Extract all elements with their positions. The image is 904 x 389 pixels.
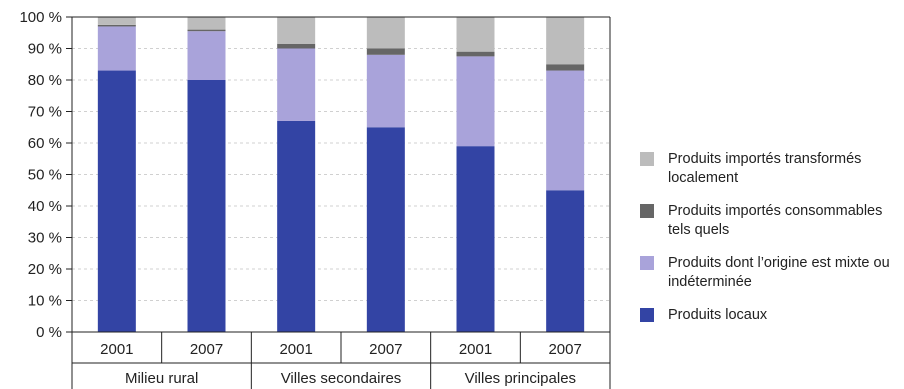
legend-label: Produits dont l’origine est mixte ou ind…	[668, 255, 890, 290]
legend-label: Produits importés transformés localement	[668, 151, 862, 186]
legend-label: Produits importés consommables tels quel…	[668, 203, 883, 238]
category-label: 2001	[100, 341, 133, 358]
legend-swatch	[640, 152, 654, 166]
y-tick-label: 30 %	[28, 230, 62, 247]
y-axis-tick-labels: 0 % 10 % 20 % 30 % 40 % 50 % 60 % 70 % 80 % 90 % 1…	[19, 9, 62, 341]
y-tick-label: 20 %	[28, 261, 62, 278]
legend-item: Produits importés consommables tels quel…	[640, 202, 904, 240]
y-tick-label: 90 %	[28, 41, 62, 58]
bar-segment-1	[277, 120, 316, 332]
bar-segment-1	[366, 127, 405, 332]
bar-segment-4	[187, 17, 226, 30]
y-tick-label: 60 %	[28, 135, 62, 152]
category-label: 2001	[279, 341, 312, 358]
bar-segment-1	[546, 190, 585, 332]
legend-label: Produits locaux	[668, 307, 768, 323]
legend-swatch	[640, 204, 654, 218]
y-axis-tick-marks	[66, 16, 72, 333]
group-label: Milieu rural	[125, 370, 198, 387]
bar-segment-3	[97, 24, 136, 27]
y-tick-label: 40 %	[28, 198, 62, 215]
legend-item: Produits locaux	[640, 306, 904, 325]
bar-segment-2	[456, 56, 495, 147]
grid-lines	[72, 16, 610, 301]
y-tick-label: 10 %	[28, 293, 62, 310]
y-tick-label: 80 %	[28, 72, 62, 89]
stacked-bar-chart: 0 % 10 % 20 % 30 % 40 % 50 % 60 % 70 % 80 % 90 % 1…	[19, 9, 611, 389]
y-tick-label: 70 %	[28, 104, 62, 121]
legend-item: Produits dont l’origine est mixte ou ind…	[640, 254, 904, 292]
bar-segment-3	[546, 64, 585, 71]
bar-segment-3	[277, 43, 316, 49]
bar-segment-1	[456, 146, 495, 332]
y-tick-label: 0 %	[36, 324, 62, 341]
group-label: Villes principales	[465, 370, 576, 387]
bar-segment-3	[187, 29, 226, 32]
y-tick-label: 100 %	[19, 9, 62, 26]
bars	[97, 17, 585, 333]
category-label: 2007	[369, 341, 402, 358]
bar-segment-4	[97, 17, 136, 25]
bar-segment-4	[366, 17, 405, 49]
category-axis-table: 2001 2007 2001 2007 2001 2007 Milieu rural Vill…	[71, 332, 611, 389]
legend: Produits importés transformés localement…	[640, 150, 904, 339]
bar-segment-2	[187, 31, 226, 80]
legend-swatch	[640, 308, 654, 322]
legend-swatch	[640, 256, 654, 270]
bar-segment-3	[456, 51, 495, 57]
bar-segment-3	[366, 48, 405, 55]
bar-segment-2	[366, 54, 405, 128]
bar-segment-1	[97, 70, 136, 333]
bar-segment-4	[277, 17, 316, 44]
bar-segment-4	[456, 17, 495, 52]
bar-segment-2	[97, 26, 136, 71]
category-label: 2007	[548, 341, 581, 358]
group-label: Villes secondaires	[281, 370, 402, 387]
bar-segment-2	[277, 48, 316, 121]
category-label: 2007	[190, 341, 223, 358]
y-tick-label: 50 %	[28, 167, 62, 184]
bar-segment-2	[546, 70, 585, 191]
legend-item: Produits importés transformés localement	[640, 150, 904, 188]
bar-segment-4	[546, 17, 585, 65]
bar-segment-1	[187, 80, 226, 332]
category-label: 2001	[459, 341, 492, 358]
